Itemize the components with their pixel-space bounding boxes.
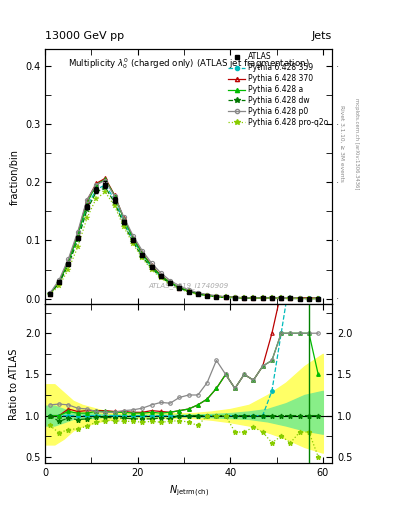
Text: 13000 GeV pp: 13000 GeV pp bbox=[45, 31, 124, 41]
X-axis label: $N_{\rm jetrm(ch)}$: $N_{\rm jetrm(ch)}$ bbox=[169, 484, 209, 499]
Y-axis label: fraction/bin: fraction/bin bbox=[9, 148, 19, 204]
Y-axis label: Ratio to ATLAS: Ratio to ATLAS bbox=[9, 348, 19, 419]
Text: mcplots.cern.ch [arXiv:1306.3436]: mcplots.cern.ch [arXiv:1306.3436] bbox=[354, 98, 359, 189]
Legend: ATLAS, Pythia 6.428 359, Pythia 6.428 370, Pythia 6.428 a, Pythia 6.428 dw, Pyth: ATLAS, Pythia 6.428 359, Pythia 6.428 37… bbox=[227, 51, 330, 129]
Text: Multiplicity $\lambda_0^0$ (charged only) (ATLAS jet fragmentation): Multiplicity $\lambda_0^0$ (charged only… bbox=[68, 56, 309, 71]
Text: ATLAS_2019_I1740909: ATLAS_2019_I1740909 bbox=[149, 282, 229, 289]
Text: Jets: Jets bbox=[312, 31, 332, 41]
Text: Rivet 3.1.10, ≥ 3M events: Rivet 3.1.10, ≥ 3M events bbox=[339, 105, 344, 182]
